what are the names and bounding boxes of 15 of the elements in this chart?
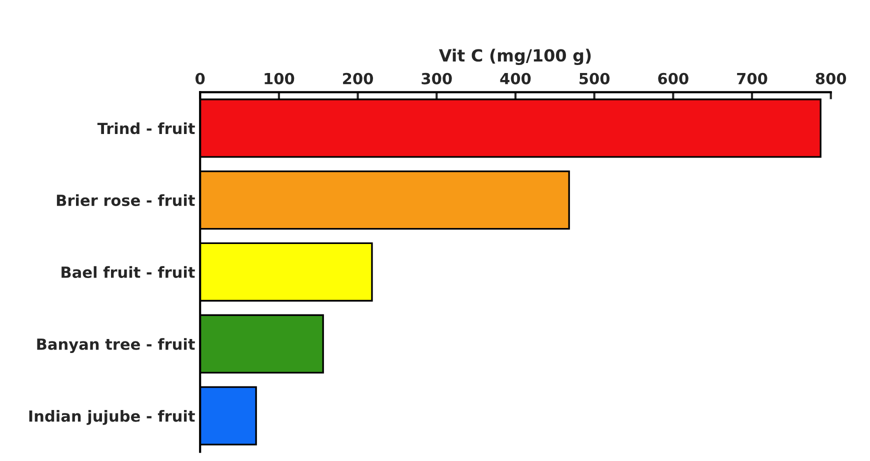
x-tick-label: 600	[658, 72, 688, 84]
x-axis-title: Vit C (mg/100 g)	[438, 48, 591, 66]
x-tick-label: 400	[500, 72, 531, 84]
y-tick-label: Bael fruit - fruit	[62, 266, 195, 278]
x-tick-label: 800	[816, 72, 846, 84]
x-tick-label: 200	[343, 72, 374, 84]
y-tick-label: Banyan tree - fruit	[37, 338, 195, 354]
x-tick-label: 500	[580, 72, 610, 84]
x-tick-label: 300	[422, 72, 452, 84]
x-tick-label: 100	[264, 72, 294, 84]
x-tick-label: 0	[196, 72, 205, 84]
y-tick-label: Brier rose - fruit	[56, 194, 195, 206]
x-tick-label: 700	[737, 72, 768, 84]
y-tick-label: Indian jujube - fruit	[29, 410, 195, 425]
y-tick-label: Trind - fruit	[97, 122, 195, 134]
